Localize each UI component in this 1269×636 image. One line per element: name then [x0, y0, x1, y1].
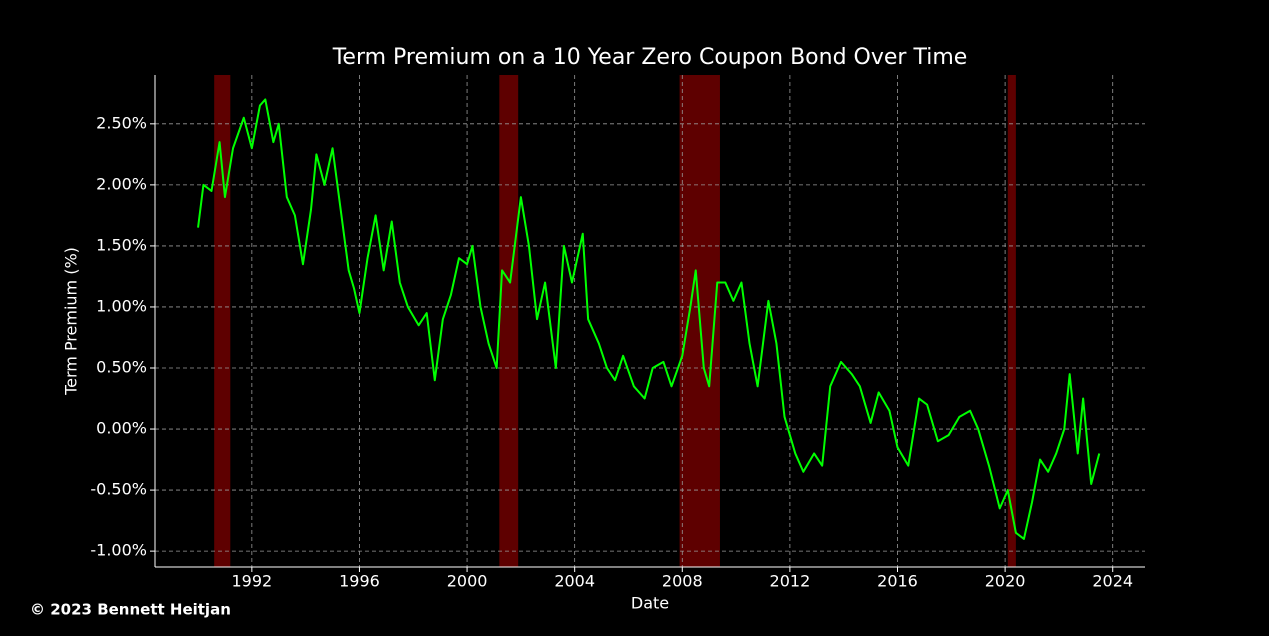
- x-tick-label: 2000: [447, 572, 488, 591]
- x-tick-label: 2008: [662, 572, 703, 591]
- y-tick-label: -1.00%: [90, 541, 147, 560]
- x-tick-label: 2016: [877, 572, 918, 591]
- x-tick-label: 1996: [339, 572, 380, 591]
- series-line: [197, 98, 1101, 540]
- y-tick-label: 2.00%: [96, 174, 147, 193]
- chart-title: Term Premium on a 10 Year Zero Coupon Bo…: [332, 45, 968, 70]
- y-tick-label: 1.50%: [96, 235, 147, 254]
- recession-band: [1007, 75, 1016, 567]
- y-tick-label: 0.00%: [96, 419, 147, 438]
- y-tick-label: 2.50%: [96, 113, 147, 132]
- x-tick-label: 2024: [1092, 572, 1133, 591]
- credit: © 2023 Bennett Heitjan: [30, 601, 231, 619]
- x-tick-label: 2020: [985, 572, 1026, 591]
- y-tick-label: 1.00%: [96, 296, 147, 315]
- recession-band: [214, 75, 231, 567]
- x-tick-label: 1992: [231, 572, 272, 591]
- y-tick-label: 0.50%: [96, 358, 147, 377]
- y-axis-label: Term Premium (%): [62, 247, 81, 396]
- x-axis-label: Date: [631, 594, 669, 613]
- recession-band: [499, 75, 519, 567]
- y-tick-label: -0.50%: [90, 480, 147, 499]
- x-tick-label: 2004: [554, 572, 595, 591]
- x-tick-label: 2012: [770, 572, 811, 591]
